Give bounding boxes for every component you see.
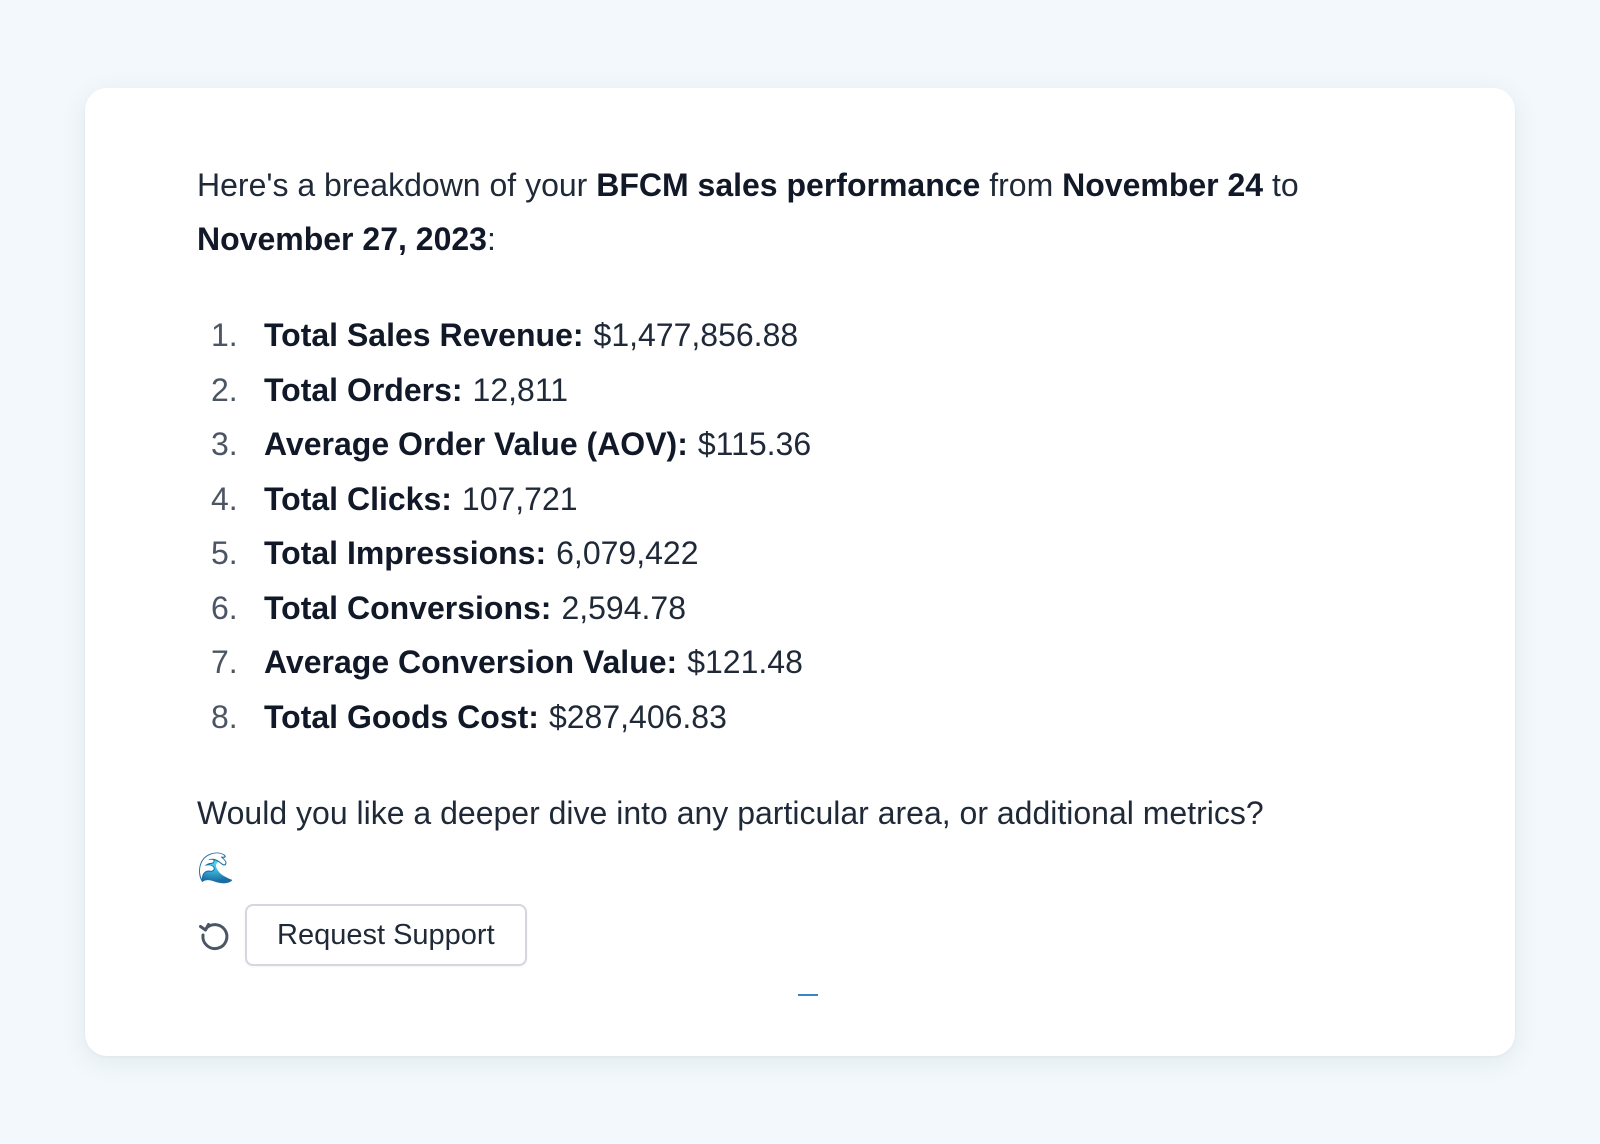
scroll-indicator: [798, 994, 818, 996]
intro-text: :: [486, 221, 496, 257]
metric-label: Total Goods Cost:: [264, 698, 539, 735]
metric-item-total-impressions: 5. Total Impressions: 6,079,422: [197, 526, 1405, 581]
refresh-icon-graphic: [199, 923, 229, 951]
metric-item-average-order-value: 3. Average Order Value (AOV): $115.36: [197, 417, 1405, 472]
chat-message-card: Here's a breakdown of your BFCM sales pe…: [85, 88, 1515, 1056]
metric-item-total-sales-revenue: 1. Total Sales Revenue: $1,477,856.88: [197, 308, 1405, 363]
intro-paragraph: Here's a breakdown of your BFCM sales pe…: [197, 158, 1347, 266]
intro-text: to: [1263, 167, 1299, 203]
outro-paragraph: Would you like a deeper dive into any pa…: [197, 786, 1357, 894]
request-support-button[interactable]: Request Support: [245, 904, 527, 966]
metric-item-total-orders: 2. Total Orders: 12,811: [197, 363, 1405, 418]
metric-value: 12,811: [472, 371, 569, 408]
metric-item-total-clicks: 4. Total Clicks: 107,721: [197, 472, 1405, 527]
list-number: 8.: [211, 698, 238, 735]
metric-item-total-conversions: 6. Total Conversions: 2,594.78: [197, 581, 1405, 636]
metric-value: $287,406.83: [548, 698, 727, 735]
metric-item-total-goods-cost: 8. Total Goods Cost: $287,406.83: [197, 690, 1405, 745]
metric-value: 107,721: [461, 480, 578, 517]
metric-value: $121.48: [687, 644, 803, 680]
message-actions: Request Support: [197, 904, 1405, 966]
list-number: 1.: [211, 317, 238, 353]
metric-item-average-conversion-value: 7. Average Conversion Value: $121.48: [197, 635, 1405, 690]
intro-bold-start-date: November 24: [1062, 167, 1264, 203]
intro-bold-end-date: November 27, 2023: [197, 221, 487, 257]
list-number: 7.: [211, 644, 238, 680]
list-number: 6.: [211, 589, 238, 626]
intro-text: Here's a breakdown of your: [197, 167, 597, 203]
metric-value: 6,079,422: [556, 535, 699, 571]
list-number: 3.: [211, 426, 238, 462]
intro-bold-topic: BFCM sales performance: [596, 167, 981, 203]
metric-label: Total Clicks:: [264, 480, 452, 517]
metric-value: $115.36: [697, 426, 812, 462]
intro-text: from: [980, 167, 1063, 203]
metric-label: Average Order Value (AOV):: [264, 426, 688, 462]
metric-value: 2,594.78: [561, 589, 686, 626]
metric-label: Total Impressions:: [264, 535, 547, 571]
list-number: 4.: [211, 480, 238, 517]
metric-label: Total Conversions:: [264, 589, 552, 626]
list-number: 2.: [211, 371, 238, 408]
metric-value: $1,477,856.88: [593, 317, 799, 353]
refresh-icon[interactable]: [197, 915, 237, 955]
metric-label: Total Orders:: [264, 371, 463, 408]
metric-label: Average Conversion Value:: [264, 644, 678, 680]
metrics-list: 1. Total Sales Revenue: $1,477,856.88 2. To…: [197, 308, 1405, 744]
list-number: 5.: [211, 535, 238, 571]
wave-emoji-icon: 🌊: [197, 852, 235, 885]
outro-text: Would you like a deeper dive into any pa…: [197, 795, 1264, 831]
metric-label: Total Sales Revenue:: [264, 317, 584, 353]
